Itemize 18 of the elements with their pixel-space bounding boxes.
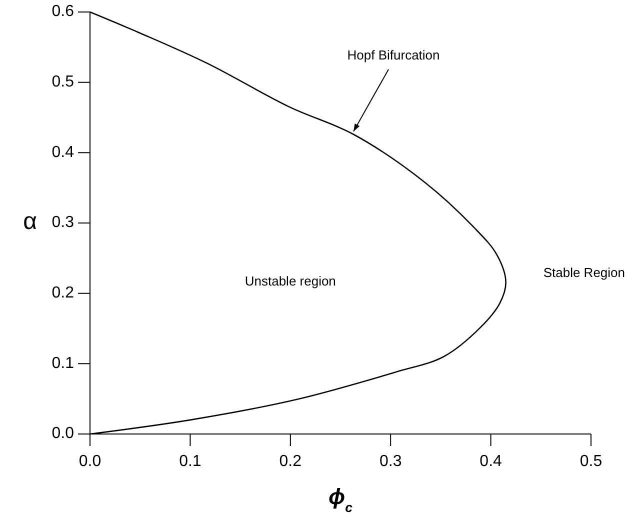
y-tick-label: 0.5 — [52, 74, 74, 91]
x-tick-label: 0.2 — [279, 453, 302, 470]
x-tick-label: 0.1 — [179, 453, 202, 470]
text: 0.0 — [78, 453, 102, 470]
y-axis-title: α — [23, 208, 38, 236]
y-tick-label: 0.0 — [52, 425, 74, 442]
y-tick-label: 0.4 — [52, 144, 74, 161]
x-tick-label: 0.5 — [580, 453, 602, 470]
annotation: Stable Region — [543, 265, 625, 280]
x-tick-label: 0.3 — [379, 453, 402, 470]
x-tick-label: 0.4 — [480, 453, 502, 470]
y-tick-label: 0.2 — [52, 284, 74, 302]
y-tick-label: 0.6 — [52, 3, 74, 20]
x-axis-title: ϕ$_{c}$ — [328, 484, 354, 514]
annotation: Hopf Bifurcation — [347, 47, 440, 62]
y-tick-label: 0.1 — [52, 354, 74, 372]
annotation: Unstable region — [244, 274, 336, 289]
y-tick-label: 0.3 — [52, 214, 74, 232]
